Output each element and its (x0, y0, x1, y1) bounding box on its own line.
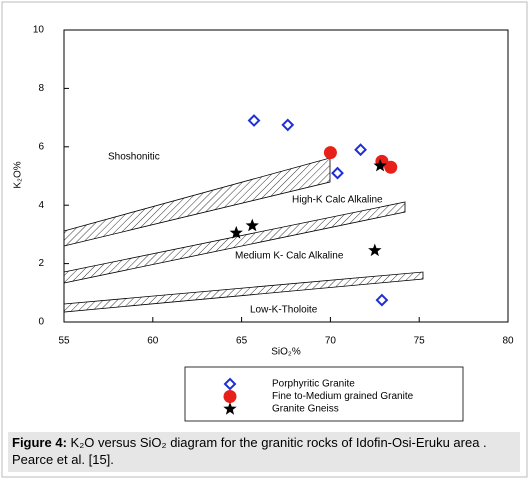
point (384, 160, 398, 174)
y-tick-label: 10 (33, 25, 45, 36)
y-tick-label: 2 (38, 258, 44, 269)
x-tick-label: 75 (414, 336, 426, 347)
y-tick-label: 4 (38, 200, 44, 211)
point (373, 158, 387, 172)
x-tick-label: 60 (147, 336, 159, 347)
point (331, 166, 344, 180)
legend-label: Porphyritic Granite (272, 379, 355, 390)
plot-frame (63, 29, 509, 323)
region-label: High-K Calc Alkaline (292, 195, 383, 206)
y-tick-label: 8 (38, 83, 44, 94)
region-label: Low-K-Tholoite (250, 305, 318, 316)
point (245, 218, 259, 232)
boundary-band (63, 271, 424, 313)
x-axis-label: SiO₂% (271, 347, 301, 358)
point (247, 114, 261, 127)
x-tick-label: 65 (236, 336, 248, 347)
region-label: Medium K- Calc Alkaline (235, 251, 344, 262)
point (323, 146, 337, 160)
point (354, 143, 368, 157)
point (375, 293, 389, 307)
point (229, 225, 243, 239)
caption-text: K₂O versus SiO₂ diagram for the granitic… (12, 435, 487, 467)
y-tick-label: 6 (38, 141, 44, 152)
point (281, 118, 295, 132)
region-label: Shoshonitic (108, 152, 160, 163)
caption: Figure 4: K₂O versus SiO₂ diagram for th… (8, 432, 520, 472)
x-tick-label: 55 (58, 336, 70, 347)
boundary-band (63, 157, 331, 247)
point (368, 243, 382, 257)
legend-marker (223, 377, 237, 391)
legend-label: Fine to-Medium grained Granite (272, 391, 414, 402)
legend-marker (223, 402, 237, 415)
x-tick-label: 70 (325, 336, 337, 347)
legend-marker (223, 390, 237, 403)
legend-label: Granite Gneiss (272, 404, 339, 415)
caption-label: Figure 4: (12, 435, 67, 450)
y-axis-label: K₂O% (13, 161, 24, 188)
x-tick-label: 80 (502, 336, 514, 347)
boundary-band (63, 201, 406, 284)
y-tick-label: 0 (38, 317, 44, 328)
